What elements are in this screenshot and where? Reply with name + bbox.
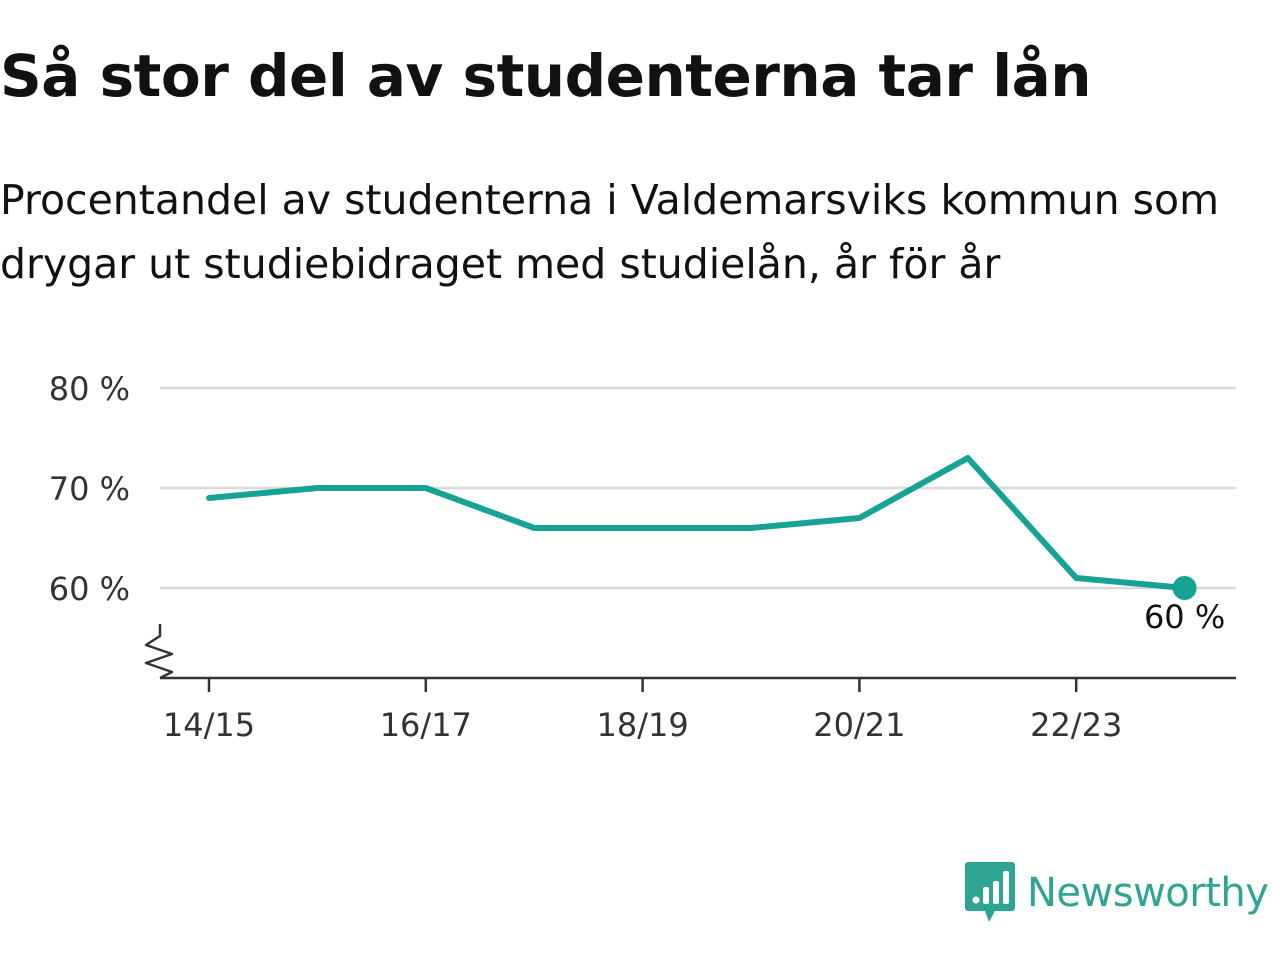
end-value-label: 60 % [1144, 598, 1225, 636]
annotations: 60 % [1144, 598, 1225, 636]
chart-title: Så stor del av studenterna tar lån [0, 42, 1092, 110]
brand-name: Newsworthy [1027, 870, 1269, 916]
y-axis-labels: 60 % 70 % 80 % [49, 370, 130, 608]
y-tick-label: 80 % [49, 370, 130, 408]
y-tick-label: 60 % [49, 570, 130, 608]
brand-logo: Newsworthy [965, 862, 1269, 924]
chart-subtitle: Procentandel av studenterna i Valdemarsv… [0, 176, 1220, 288]
series-layer [206, 455, 1197, 600]
x-tick-label: 22/23 [1030, 706, 1122, 744]
y-axis-break-icon [144, 624, 174, 680]
x-axis-ticks: 14/15 16/17 18/19 20/21 22/23 [163, 678, 1122, 744]
series-end-point [1172, 576, 1197, 600]
x-tick-label: 20/21 [813, 706, 905, 744]
line-chart: 14/15 16/17 18/19 20/21 22/23 60 % 70 % 80 % 6… [49, 370, 1236, 744]
y-tick-label: 70 % [49, 470, 130, 508]
axes [144, 624, 1236, 680]
series-line [206, 455, 1188, 591]
x-tick-label: 14/15 [163, 706, 255, 744]
x-tick-label: 16/17 [380, 706, 472, 744]
newsworthy-logo-icon [965, 862, 1015, 922]
x-tick-label: 18/19 [596, 706, 688, 744]
